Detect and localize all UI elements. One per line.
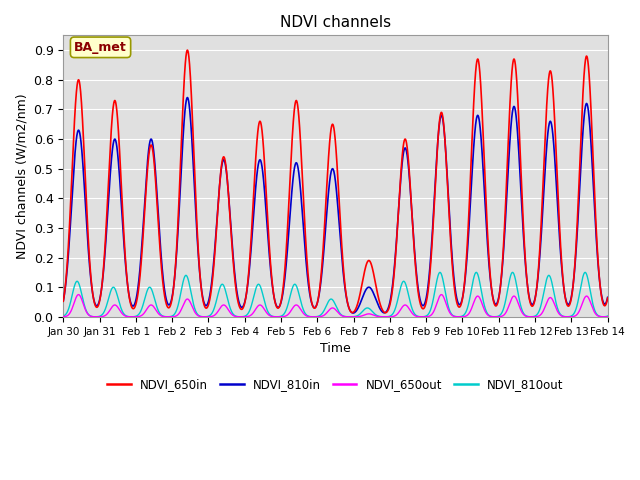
Legend: NDVI_650in, NDVI_810in, NDVI_650out, NDVI_810out: NDVI_650in, NDVI_810in, NDVI_650out, NDV…	[102, 373, 568, 396]
Title: NDVI channels: NDVI channels	[280, 15, 391, 30]
X-axis label: Time: Time	[320, 342, 351, 355]
Y-axis label: NDVI channels (W/m2/nm): NDVI channels (W/m2/nm)	[15, 93, 28, 259]
Text: BA_met: BA_met	[74, 41, 127, 54]
